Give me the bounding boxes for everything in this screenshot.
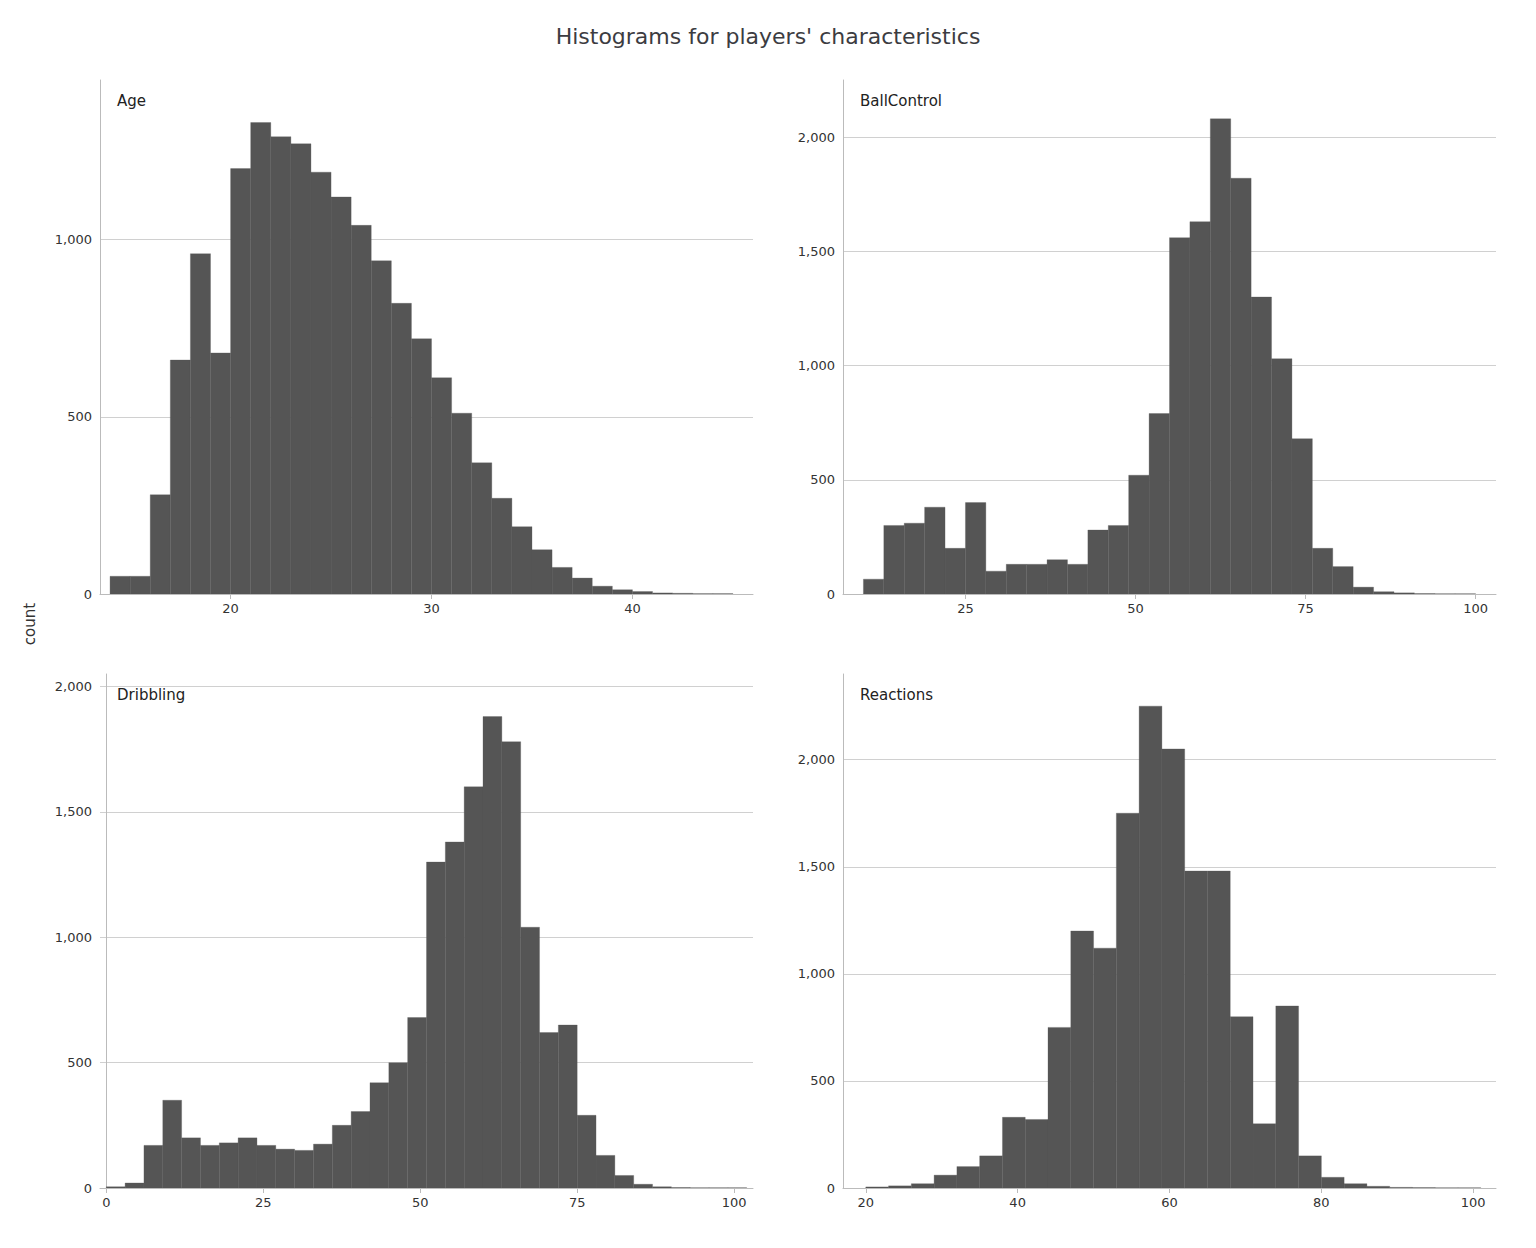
svg-text:0: 0 <box>102 1195 110 1210</box>
svg-text:Reactions: Reactions <box>860 686 933 704</box>
svg-text:0: 0 <box>84 587 92 602</box>
svg-text:BallControl: BallControl <box>860 92 942 110</box>
svg-text:30: 30 <box>423 601 440 616</box>
svg-text:50: 50 <box>412 1195 429 1210</box>
svg-text:2,000: 2,000 <box>55 679 92 694</box>
svg-text:2,000: 2,000 <box>798 130 835 145</box>
svg-text:1,000: 1,000 <box>55 232 92 247</box>
svg-text:25: 25 <box>957 601 974 616</box>
svg-text:500: 500 <box>810 472 835 487</box>
svg-text:1,500: 1,500 <box>55 804 92 819</box>
svg-text:80: 80 <box>1313 1195 1330 1210</box>
svg-text:0: 0 <box>84 1181 92 1196</box>
svg-text:1,000: 1,000 <box>55 930 92 945</box>
svg-text:0: 0 <box>827 1181 835 1196</box>
svg-text:25: 25 <box>255 1195 272 1210</box>
svg-text:100: 100 <box>722 1195 747 1210</box>
svg-text:60: 60 <box>1161 1195 1178 1210</box>
svg-text:100: 100 <box>1461 1195 1486 1210</box>
svg-text:500: 500 <box>67 409 92 424</box>
svg-text:count: count <box>21 603 39 645</box>
svg-text:1,500: 1,500 <box>798 859 835 874</box>
svg-text:20: 20 <box>858 1195 875 1210</box>
svg-text:50: 50 <box>1127 601 1144 616</box>
svg-text:0: 0 <box>827 587 835 602</box>
svg-text:Dribbling: Dribbling <box>117 686 185 704</box>
svg-text:500: 500 <box>810 1073 835 1088</box>
svg-text:2,000: 2,000 <box>798 752 835 767</box>
svg-text:75: 75 <box>1297 601 1314 616</box>
svg-text:Histograms for players' charac: Histograms for players' characteristics <box>556 24 981 49</box>
svg-text:1,500: 1,500 <box>798 244 835 259</box>
svg-text:20: 20 <box>222 601 239 616</box>
svg-text:75: 75 <box>569 1195 586 1210</box>
svg-text:1,000: 1,000 <box>798 358 835 373</box>
svg-text:100: 100 <box>1463 601 1488 616</box>
svg-text:1,000: 1,000 <box>798 966 835 981</box>
svg-text:40: 40 <box>1009 1195 1026 1210</box>
svg-text:40: 40 <box>624 601 641 616</box>
svg-text:Age: Age <box>117 92 146 110</box>
svg-text:500: 500 <box>67 1055 92 1070</box>
